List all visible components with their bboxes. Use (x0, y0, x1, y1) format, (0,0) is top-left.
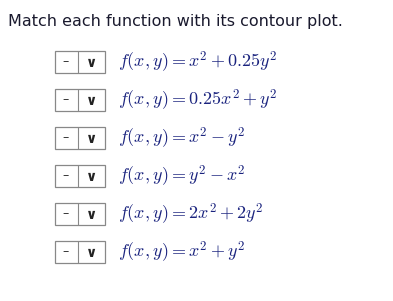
Bar (55, 241, 105, 263)
Bar (55, 127, 105, 149)
Text: ∨: ∨ (86, 94, 97, 108)
Text: $f(x, y) = 2x^2 + 2y^2$: $f(x, y) = 2x^2 + 2y^2$ (118, 201, 264, 227)
Bar (55, 165, 105, 187)
Text: –: – (63, 246, 69, 259)
Text: $f(x, y) = 0.25x^2 + y^2$: $f(x, y) = 0.25x^2 + y^2$ (118, 87, 277, 113)
Text: $f(x, y) = y^2 - x^2$: $f(x, y) = y^2 - x^2$ (118, 163, 246, 189)
Text: ∨: ∨ (86, 170, 97, 184)
Text: Match each function with its contour plot.: Match each function with its contour plo… (8, 14, 343, 29)
Text: –: – (63, 55, 69, 69)
Text: –: – (63, 94, 69, 107)
Bar (55, 203, 105, 225)
Text: ∨: ∨ (86, 56, 97, 70)
Text: $f(x, y) = x^2 - y^2$: $f(x, y) = x^2 - y^2$ (118, 126, 246, 150)
Text: –: – (63, 169, 69, 182)
Text: ∨: ∨ (86, 132, 97, 146)
Text: –: – (63, 207, 69, 221)
Text: –: – (63, 132, 69, 144)
Text: $f(x, y) = x^2 + 0.25y^2$: $f(x, y) = x^2 + 0.25y^2$ (118, 49, 277, 75)
Bar (55, 51, 105, 73)
Text: $f(x, y) = x^2 + y^2$: $f(x, y) = x^2 + y^2$ (118, 239, 246, 265)
Text: ∨: ∨ (86, 246, 97, 260)
Bar (55, 89, 105, 111)
Text: ∨: ∨ (86, 208, 97, 222)
